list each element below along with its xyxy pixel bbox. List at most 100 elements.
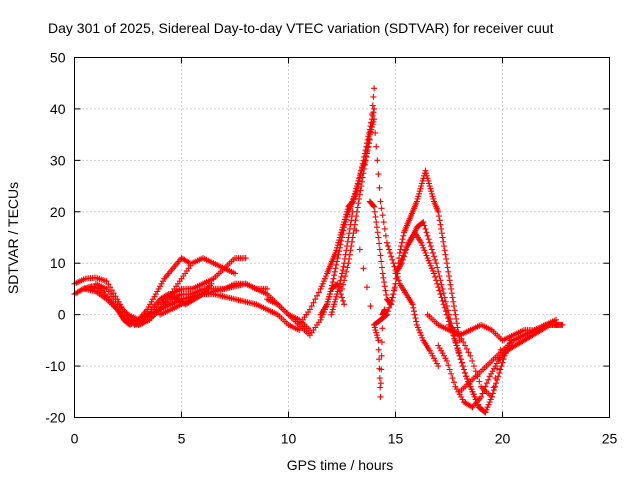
data-point xyxy=(345,234,352,241)
data-point xyxy=(455,349,462,356)
data-point xyxy=(338,237,345,244)
data-point xyxy=(355,200,362,207)
data-point xyxy=(353,227,360,234)
data-point xyxy=(428,188,435,195)
data-point xyxy=(343,243,350,250)
data-point xyxy=(341,255,348,262)
data-point xyxy=(367,129,374,136)
data-point xyxy=(317,285,324,292)
data-point xyxy=(331,268,338,275)
data-point xyxy=(486,373,493,380)
data-point xyxy=(378,352,385,359)
data-point xyxy=(108,287,115,294)
data-point xyxy=(454,345,461,352)
data-point xyxy=(441,243,448,250)
data-point xyxy=(145,303,152,310)
data-point xyxy=(319,280,326,287)
plot-frame xyxy=(74,57,610,418)
data-point xyxy=(333,261,340,268)
data-point xyxy=(439,285,446,292)
y-tick-label: -20 xyxy=(45,410,65,426)
data-point xyxy=(437,291,444,298)
data-point xyxy=(462,342,469,349)
data-point xyxy=(423,170,430,177)
data-point xyxy=(373,224,380,231)
data-point xyxy=(397,246,404,253)
data-point xyxy=(439,234,446,241)
data-point xyxy=(471,393,478,400)
data-point xyxy=(353,188,360,195)
data-point xyxy=(344,238,351,245)
data-point xyxy=(339,267,346,274)
data-point xyxy=(495,356,502,363)
data-point xyxy=(371,85,378,92)
data-point xyxy=(428,246,435,253)
data-point xyxy=(363,153,370,160)
data-point xyxy=(427,262,434,269)
data-point xyxy=(434,280,441,287)
data-point xyxy=(485,376,492,383)
data-point xyxy=(399,256,406,263)
data-point xyxy=(383,291,390,298)
data-point xyxy=(375,234,382,241)
data-point xyxy=(334,291,341,298)
data-point xyxy=(327,288,334,295)
data-point xyxy=(454,324,461,331)
data-point xyxy=(464,375,471,382)
data-point xyxy=(427,243,434,250)
data-point xyxy=(314,292,321,299)
data-point xyxy=(334,258,341,265)
x-tick-label: 5 xyxy=(178,431,186,447)
data-point xyxy=(379,325,386,332)
data-point xyxy=(553,316,559,323)
data-point xyxy=(449,294,456,301)
data-point xyxy=(317,316,324,323)
data-point xyxy=(318,283,325,290)
data-point xyxy=(445,268,452,275)
data-point xyxy=(442,355,449,362)
data-point xyxy=(441,247,448,254)
data-point xyxy=(422,225,429,232)
data-point xyxy=(478,393,485,400)
data-point xyxy=(336,280,343,287)
data-point xyxy=(105,281,112,288)
data-point xyxy=(431,253,438,260)
data-point xyxy=(432,273,439,280)
data-point xyxy=(310,299,317,306)
data-point xyxy=(429,352,436,359)
data-point xyxy=(412,315,419,322)
data-point xyxy=(321,275,328,282)
data-point xyxy=(388,297,395,304)
data-point xyxy=(435,208,442,215)
data-point xyxy=(448,370,455,377)
data-point xyxy=(393,275,400,282)
series-sat-r xyxy=(446,321,506,400)
data-point xyxy=(418,332,425,339)
data-point xyxy=(326,291,333,298)
data-point xyxy=(485,401,492,408)
data-point xyxy=(443,255,450,262)
y-tick-label: -10 xyxy=(45,358,65,374)
data-point xyxy=(366,131,373,138)
data-point xyxy=(356,195,363,202)
data-point xyxy=(391,285,398,292)
data-point xyxy=(370,93,377,100)
data-point xyxy=(424,255,431,262)
data-point xyxy=(499,337,506,344)
data-point xyxy=(346,230,353,237)
data-point xyxy=(429,267,436,274)
data-point xyxy=(375,171,382,178)
data-point xyxy=(496,369,503,376)
data-point xyxy=(411,308,418,315)
data-point xyxy=(338,273,345,280)
data-point xyxy=(377,252,384,259)
data-point xyxy=(447,281,454,288)
data-point xyxy=(401,253,408,260)
data-point xyxy=(424,232,431,239)
data-point xyxy=(398,239,405,246)
data-point xyxy=(488,370,495,377)
data-point xyxy=(372,327,379,334)
y-axis-ticks: -20 -10 0 10 20 30 40 50 xyxy=(45,50,610,426)
